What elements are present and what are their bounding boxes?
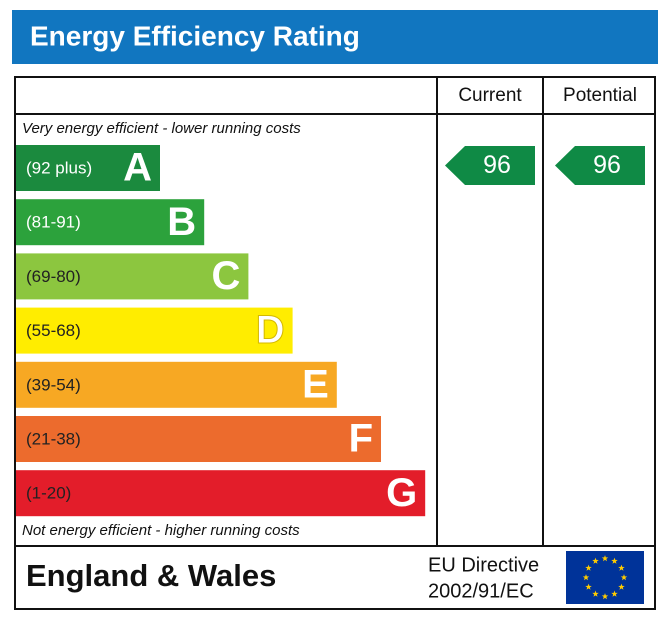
directive: EU Directive	[428, 554, 539, 576]
eu-star	[601, 555, 609, 562]
band	[16, 470, 426, 517]
eu-star	[592, 557, 599, 564]
band-letter: E	[302, 362, 329, 406]
eu-star	[601, 593, 609, 600]
current-header: Current	[458, 85, 522, 106]
band-range: (21-38)	[26, 429, 81, 448]
band	[16, 199, 205, 246]
band-range: (55-68)	[26, 321, 81, 340]
eu-star	[618, 564, 625, 571]
eu-stars	[582, 555, 628, 600]
band-range: (81-91)	[26, 213, 81, 232]
current-value: 96	[483, 151, 511, 179]
directive: 2002/91/EC	[428, 580, 534, 602]
band-range: (1-20)	[26, 484, 71, 503]
eu-star	[611, 590, 618, 597]
band	[16, 145, 160, 191]
band-range: (92 plus)	[26, 158, 92, 177]
title: Energy Efficiency Rating	[30, 20, 360, 51]
band-letter: C	[212, 254, 241, 298]
eu-star	[582, 574, 590, 581]
band-letter: F	[349, 417, 373, 461]
potential-header: Potential	[563, 85, 637, 106]
eu-star	[620, 574, 628, 581]
top-note: Very energy efficient - lower running co…	[22, 120, 301, 137]
band	[16, 361, 337, 408]
current-arrow	[445, 146, 535, 185]
potential-value: 96	[593, 151, 621, 179]
band-range: (69-80)	[26, 267, 81, 286]
eu-star	[618, 583, 625, 590]
band-range: (39-54)	[26, 375, 81, 394]
title-bar	[12, 10, 658, 64]
band	[16, 416, 381, 462]
band-letter: G	[386, 471, 417, 515]
eu-star	[592, 590, 599, 597]
band-letter: D	[256, 308, 285, 352]
eu-star	[585, 564, 592, 571]
region: England & Wales	[26, 558, 276, 593]
band	[16, 307, 293, 354]
frame	[14, 76, 656, 610]
eu-star	[611, 557, 618, 564]
eu-star	[585, 583, 592, 590]
band	[16, 253, 249, 300]
bottom-note: Not energy efficient - higher running co…	[22, 522, 300, 539]
band-letter: B	[167, 200, 196, 244]
band-letter: A	[123, 146, 152, 190]
potential-arrow	[555, 146, 645, 185]
